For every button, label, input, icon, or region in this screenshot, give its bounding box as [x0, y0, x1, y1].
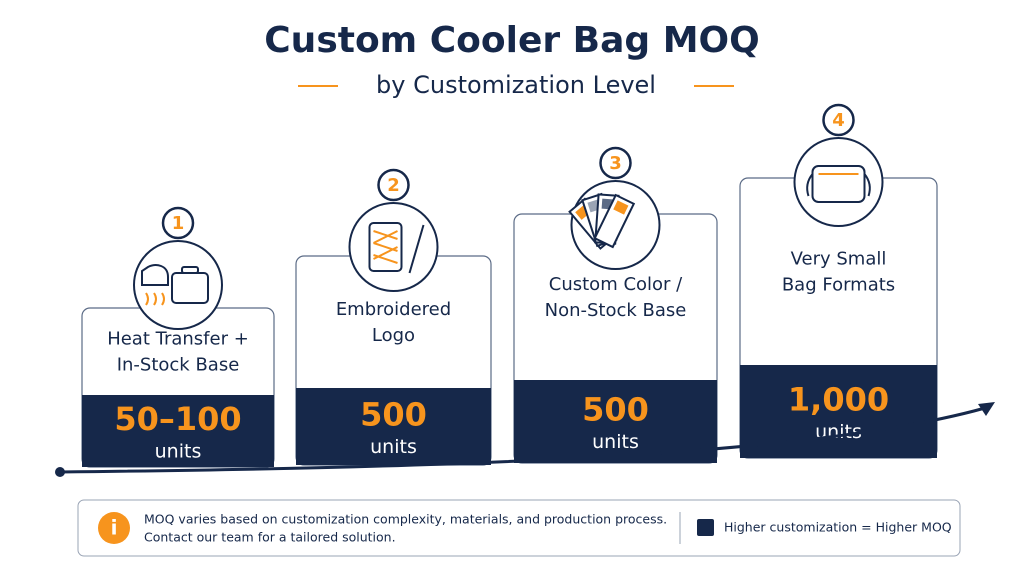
icon-circle — [348, 202, 439, 292]
step-label: Custom Color / — [549, 274, 683, 295]
iron — [141, 264, 169, 286]
badge — [377, 168, 410, 202]
value-band — [514, 380, 717, 463]
icon — [368, 222, 425, 274]
icon — [806, 165, 871, 203]
icon-circle — [793, 137, 884, 227]
icon — [141, 264, 209, 306]
badge-number: 1 — [172, 213, 185, 234]
note-line: Contact our team for a tailored solution… — [144, 530, 396, 545]
badge — [599, 146, 632, 180]
needle — [408, 224, 425, 274]
badge-number: 4 — [832, 110, 845, 131]
arrow-head — [978, 402, 995, 416]
step-card: 1 Heat Transfer + In-Stock Base 50–100 units — [81, 206, 275, 468]
moq-unit: units — [592, 431, 639, 453]
step-label: Logo — [372, 325, 415, 346]
bag-handle — [181, 266, 199, 274]
info-icon — [98, 512, 130, 544]
icon-circle — [133, 240, 223, 330]
bag-body — [811, 165, 866, 203]
legend-swatch — [697, 519, 714, 536]
step-label: Embroidered — [336, 299, 451, 320]
title: Custom Cooler Bag MOQ — [264, 20, 759, 61]
badge — [822, 103, 855, 137]
moq-value: 500 — [360, 396, 427, 434]
thread — [373, 230, 398, 264]
value-band — [296, 388, 491, 465]
note-line: MOQ varies based on customization comple… — [144, 512, 667, 527]
step-label: Heat Transfer + — [107, 329, 249, 350]
strap — [806, 173, 871, 197]
badge — [161, 206, 195, 240]
step-label: Very Small — [791, 249, 887, 270]
moq-unit: units — [370, 436, 417, 458]
swatch — [613, 200, 629, 215]
step-label: Bag Formats — [782, 275, 895, 296]
moq-value: 1,000 — [788, 381, 889, 419]
moq-value: 500 — [582, 391, 649, 429]
value-band — [82, 395, 274, 467]
heat — [145, 292, 165, 306]
moq-value: 50–100 — [114, 400, 241, 438]
moq-unit: units — [815, 421, 862, 443]
subtitle: by Customization Level — [376, 71, 656, 99]
note-box — [77, 499, 961, 557]
moq-unit: units — [155, 441, 202, 463]
icon — [568, 192, 636, 250]
arrow-start — [55, 467, 65, 477]
growth-arrow — [59, 406, 986, 474]
info-icon-text: i — [111, 516, 118, 540]
step-label: Non-Stock Base — [545, 300, 687, 321]
badge-number: 2 — [387, 175, 400, 196]
spool — [368, 222, 403, 272]
steps: 1 Heat Transfer + In-Stock Base 50–100 units… — [81, 103, 938, 468]
legend-label: Higher customization = Higher MOQ — [724, 520, 952, 535]
step-label: In-Stock Base — [117, 355, 240, 376]
badge-number: 3 — [609, 153, 622, 174]
